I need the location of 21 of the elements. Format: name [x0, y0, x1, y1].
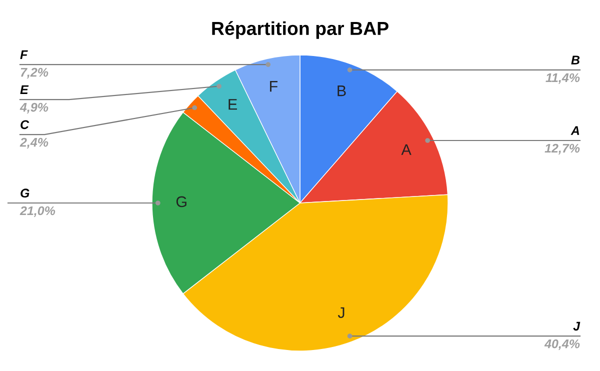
slice-label: E [20, 85, 29, 94]
chart-title: Répartition par BAP [212, 21, 388, 39]
slice-label: G [176, 196, 186, 208]
slice-label: B [338, 86, 346, 96]
data-label: 21,0% [20, 206, 56, 217]
data-label: 2,4% [20, 138, 48, 149]
data-label: 11,4% [546, 73, 580, 84]
slice-label: F [270, 81, 278, 92]
slice-label: B [571, 56, 580, 64]
data-label: 40,4% [544, 339, 580, 350]
slice-label: A [570, 126, 580, 135]
slice-label: F [20, 50, 28, 59]
slice-label: J [338, 307, 344, 318]
slice-label: C [20, 120, 30, 130]
slice-label: G [20, 188, 30, 198]
data-label: 7,2% [20, 68, 48, 79]
slice-label: A [401, 144, 412, 155]
data-label: 4,9% [20, 102, 48, 114]
slice-label: J [573, 322, 580, 331]
data-label: 12,7% [544, 144, 580, 154]
slice-label: E [228, 99, 237, 110]
